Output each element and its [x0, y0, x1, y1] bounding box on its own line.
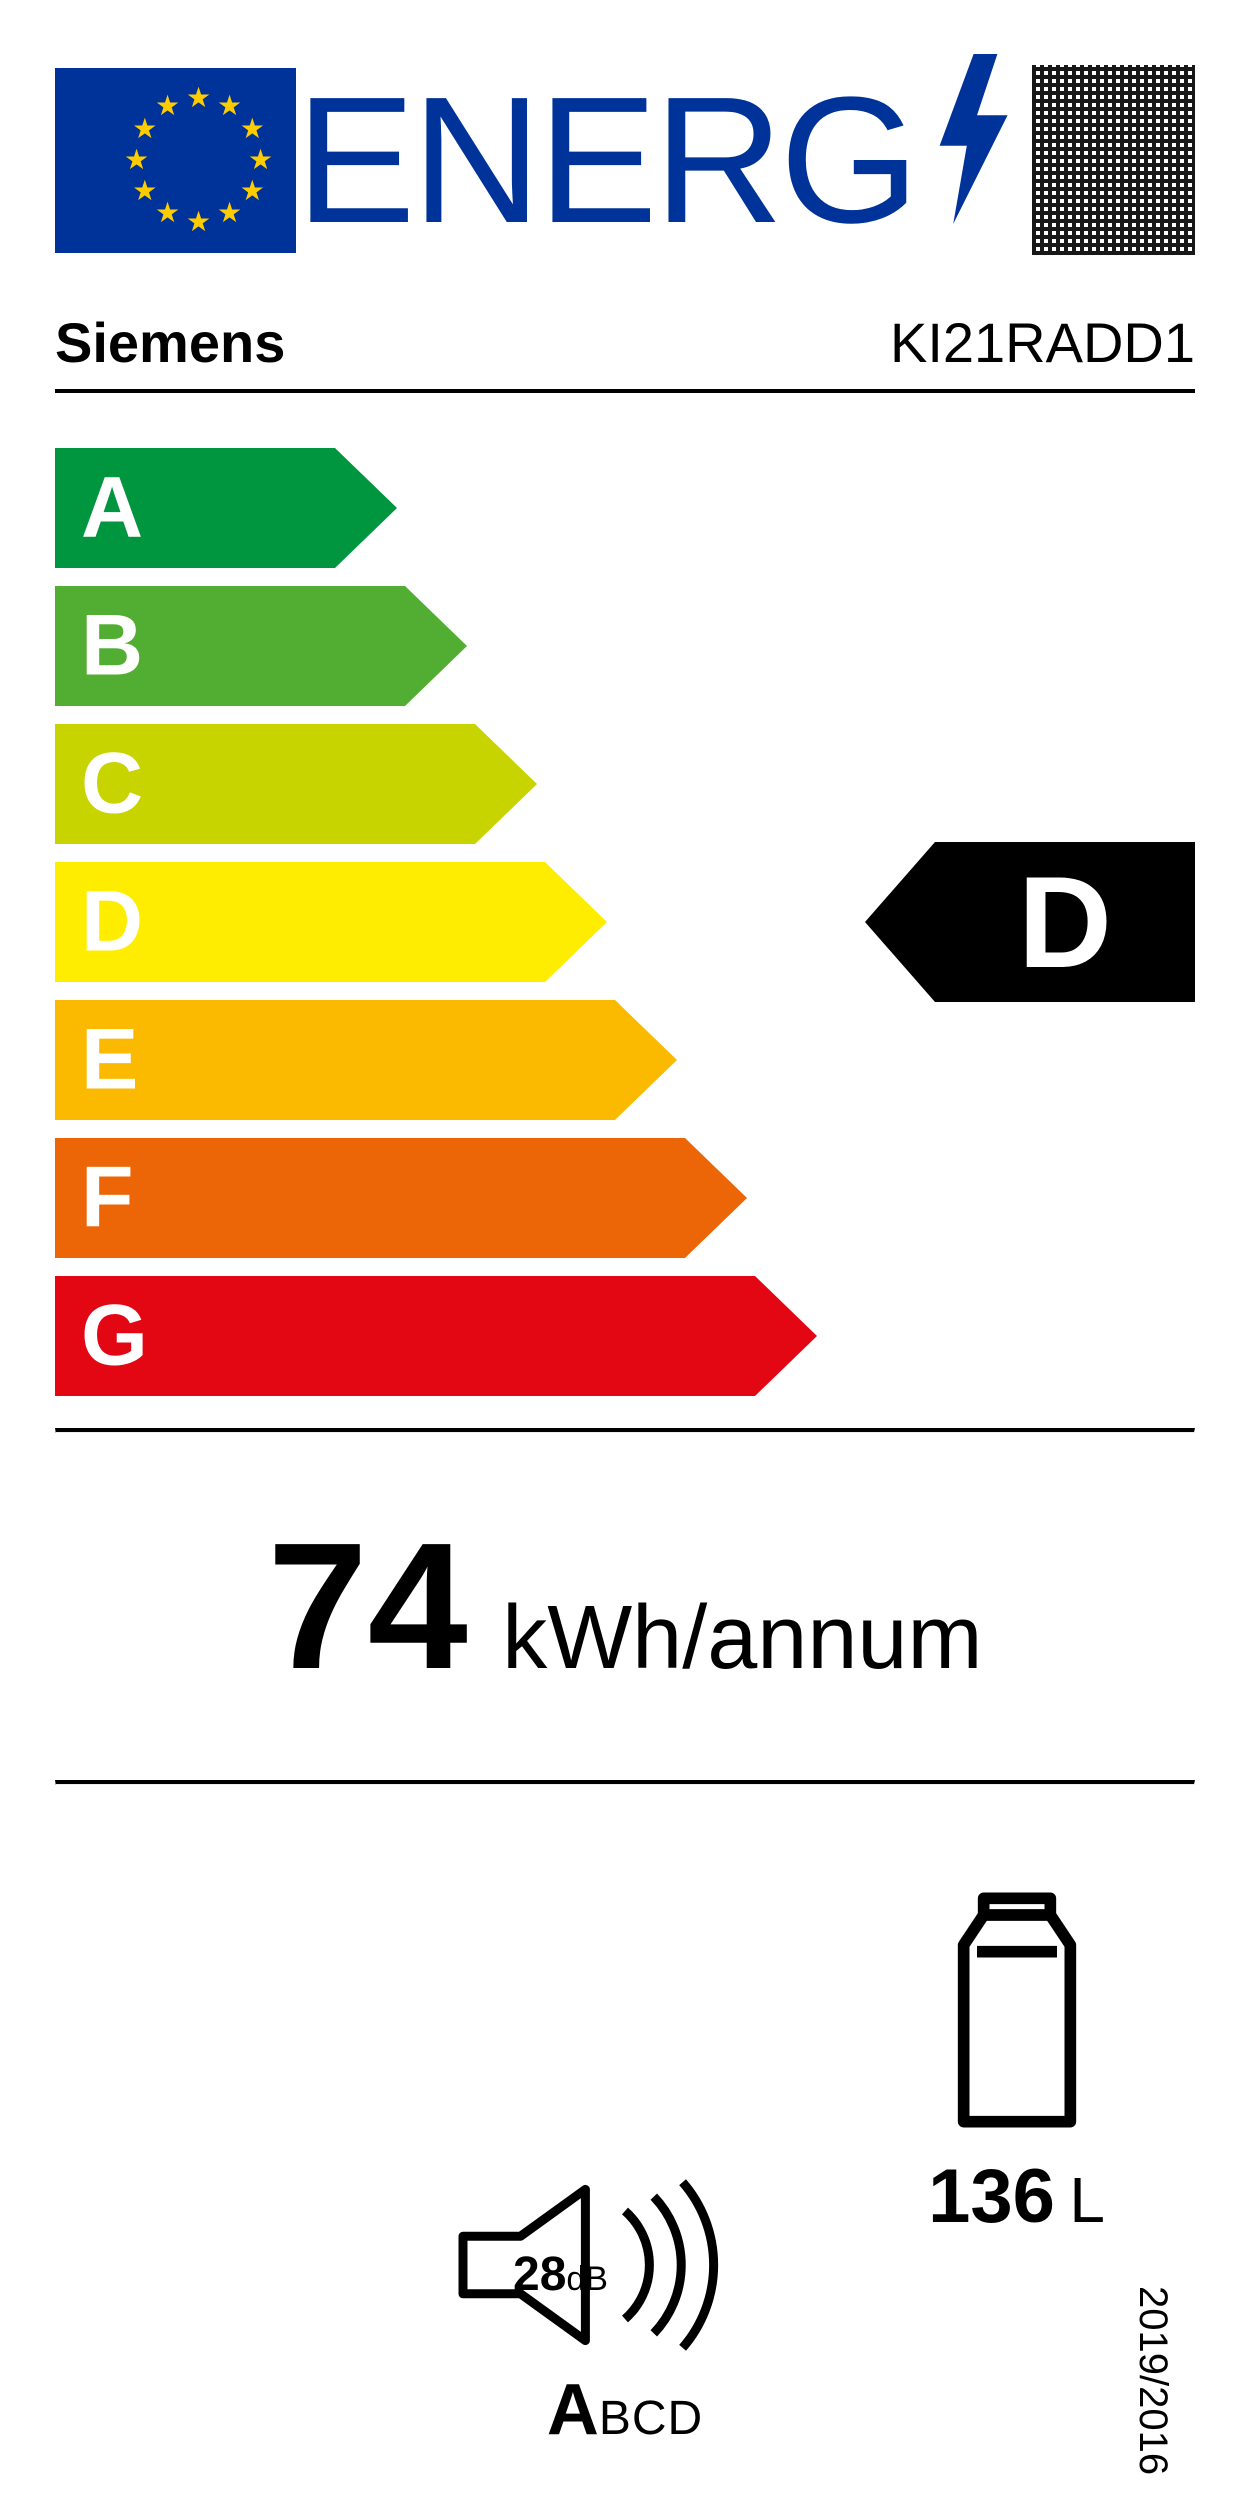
noise-class: ABCD — [445, 2369, 805, 2451]
speaker-icon — [445, 2175, 805, 2355]
energy-title-text: ENERG — [296, 57, 916, 264]
consumption-value: 74 — [268, 1503, 468, 1710]
eu-star-icon: ★ — [124, 151, 142, 169]
noise-value-number: 28 — [513, 2248, 566, 2301]
energy-title: ENERG — [296, 54, 1032, 266]
eu-star-icon: ★ — [155, 97, 173, 115]
eu-flag-icon: ★ ★ ★ ★ ★ ★ ★ ★ ★ ★ ★ ★ — [55, 68, 296, 253]
regulation-number: 2019/2016 — [1130, 2286, 1175, 2475]
eu-star-icon: ★ — [240, 120, 258, 138]
scale-arrow: B — [55, 586, 467, 706]
efficiency-scale: ABCDEFG D — [55, 448, 1195, 1428]
rating-marker-tip — [865, 842, 935, 1002]
scale-letter: A — [81, 459, 143, 558]
eu-star-icon: ★ — [186, 89, 204, 107]
header: ★★★★★★★★★★★★ ENERG — [55, 60, 1195, 260]
scale-row-c: C — [55, 724, 1195, 844]
scale-arrow: E — [55, 1000, 677, 1120]
milk-carton-icon — [932, 1885, 1102, 2135]
fridge-value: 136 — [928, 2153, 1055, 2240]
consumption: 74 kWh/annum — [55, 1433, 1195, 1780]
eu-star-icon: ★ — [217, 204, 235, 222]
fridge-unit: L — [1069, 2163, 1105, 2237]
eu-star-icon: ★ — [248, 151, 266, 169]
scale-letter: E — [81, 1011, 138, 1110]
scale-arrow: A — [55, 448, 397, 568]
scale-letter: F — [81, 1149, 134, 1248]
lightning-icon — [922, 54, 1032, 266]
scale-letter: G — [81, 1287, 148, 1386]
eu-star-icon: ★ — [186, 213, 204, 231]
scale-arrow: G — [55, 1276, 817, 1396]
energy-label: ★★★★★★★★★★★★ ENERG Siemens KI21RADD1 ABC… — [0, 0, 1250, 2500]
rating-marker: D — [865, 842, 1195, 1002]
noise-unit: dB — [566, 2260, 608, 2298]
scale-row-b: B — [55, 586, 1195, 706]
rating-marker-body: D — [935, 842, 1195, 1002]
noise-emission: 28dB ABCD — [445, 2175, 805, 2451]
noise-class-main: A — [547, 2370, 599, 2450]
pictograms: 136 L 28dB ABCD 2019/2016 — [55, 1785, 1195, 2485]
noise-value: 28dB — [513, 2247, 608, 2302]
eu-star-icon: ★ — [132, 182, 150, 200]
noise-class-rest: BCD — [599, 2392, 703, 2445]
fridge-capacity: 136 L — [928, 1885, 1105, 2240]
scale-letter: D — [81, 873, 143, 972]
rating-letter: D — [1018, 847, 1112, 997]
eu-star-icon: ★ — [217, 97, 235, 115]
scale-row-g: G — [55, 1276, 1195, 1396]
scale-letter: B — [81, 597, 143, 696]
scale-arrow: F — [55, 1138, 747, 1258]
scale-arrow: C — [55, 724, 537, 844]
model-number: KI21RADD1 — [890, 310, 1195, 375]
consumption-unit: kWh/annum — [502, 1587, 982, 1690]
eu-star-icon: ★ — [132, 120, 150, 138]
meta-row: Siemens KI21RADD1 — [55, 310, 1195, 393]
scale-row-e: E — [55, 1000, 1195, 1120]
scale-arrow: D — [55, 862, 607, 982]
scale-row-a: A — [55, 448, 1195, 568]
scale-row-f: F — [55, 1138, 1195, 1258]
eu-star-icon: ★ — [240, 182, 258, 200]
scale-letter: C — [81, 735, 143, 834]
eu-star-icon: ★ — [155, 204, 173, 222]
supplier-name: Siemens — [55, 310, 285, 375]
qr-code-icon — [1032, 65, 1195, 255]
